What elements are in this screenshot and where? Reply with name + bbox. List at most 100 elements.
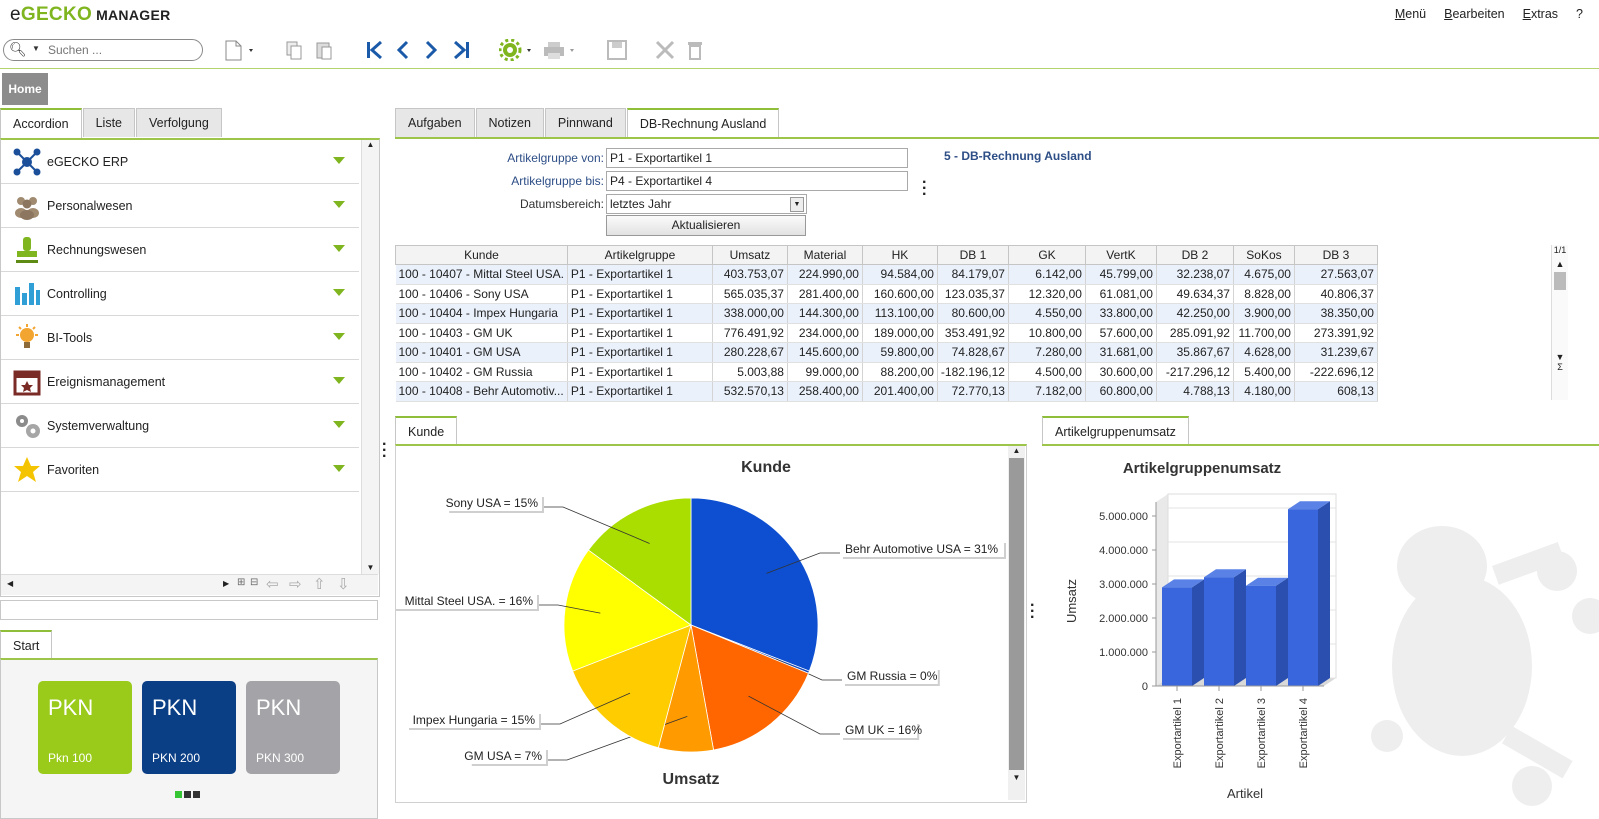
table-cell[interactable]: 94.584,00 <box>862 264 938 285</box>
table-cell[interactable]: 31.239,67 <box>1294 342 1378 363</box>
table-cell[interactable]: 72.770,13 <box>937 381 1009 402</box>
accordion-item-bi-tools[interactable]: BI-Tools <box>1 316 359 360</box>
scroll-up-icon[interactable]: ▲ <box>1012 446 1021 455</box>
table-cell[interactable]: 3.900,00 <box>1233 303 1295 324</box>
table-cell[interactable]: 100 - 10403 - GM UK <box>395 323 568 343</box>
col-kunde[interactable]: Kunde <box>395 245 568 265</box>
scroll-down-icon[interactable]: ▼ <box>1555 352 1565 362</box>
table-cell[interactable]: 353.491,92 <box>937 323 1009 343</box>
accordion-item-egecko-erp[interactable]: eGECKO ERP <box>1 140 359 184</box>
table-cell[interactable]: 31.681,00 <box>1085 342 1157 363</box>
table-cell[interactable]: 4.628,00 <box>1233 342 1295 363</box>
table-cell[interactable]: 11.700,00 <box>1233 323 1295 343</box>
home-button[interactable]: Home <box>2 73 48 105</box>
tile-pkn-300[interactable]: PKN PKN 300 <box>246 681 340 774</box>
tab-kunde[interactable]: Kunde <box>395 416 458 446</box>
artikelgruppe-bis-input[interactable]: P4 - Exportartikel 4 <box>606 171 908 191</box>
table-cell[interactable]: 608,13 <box>1294 381 1378 402</box>
collapse-all-icon[interactable]: ⊟ <box>250 577 259 588</box>
table-cell[interactable]: 532.570,13 <box>712 381 788 402</box>
table-cell[interactable]: -222.696,12 <box>1294 362 1378 382</box>
table-cell[interactable]: 60.800,00 <box>1085 381 1157 402</box>
splitter-handle-icon[interactable]: · · · <box>382 436 388 465</box>
next-record-icon[interactable] <box>422 38 440 62</box>
search-input[interactable] <box>46 42 198 58</box>
table-cell[interactable]: 113.100,00 <box>862 303 938 324</box>
table-cell[interactable]: 100 - 10404 - Impex Hungaria <box>395 303 568 324</box>
search-icon[interactable]: 🔍︎ <box>9 41 27 57</box>
scroll-up-icon[interactable]: ▲ <box>1555 259 1565 269</box>
table-cell[interactable]: 258.400,00 <box>787 381 863 402</box>
page-dot[interactable] <box>193 791 200 798</box>
scroll-thumb[interactable] <box>1009 458 1024 770</box>
accordion-item-ereignismanagement[interactable]: Ereignismanagement <box>1 360 359 404</box>
tab-verfolgung[interactable]: Verfolgung <box>136 108 222 137</box>
accordion-item-rechnungswesen[interactable]: Rechnungswesen <box>1 228 359 272</box>
save-icon[interactable] <box>606 38 628 62</box>
grid-scrollbar[interactable]: 1/1 ▲ ▼ Σ <box>1551 245 1568 400</box>
col-artikelgruppe[interactable]: Artikelgruppe <box>566 245 713 265</box>
table-cell[interactable]: 273.391,92 <box>1294 323 1378 343</box>
menu-extras[interactable]: Extras <box>1522 7 1559 21</box>
expand-arrow-icon[interactable] <box>333 421 345 428</box>
splitter-handle-icon[interactable]: · · · <box>922 174 928 203</box>
tile-pkn-100[interactable]: PKN Pkn 100 <box>38 681 132 774</box>
table-row[interactable]: 100 - 10401 - GM USA P1 - Exportartikel 1… <box>395 342 1378 363</box>
artikelgruppe-von-input[interactable]: P1 - Exportartikel 1 <box>606 148 908 168</box>
search-box[interactable]: 🔍︎ ▼ <box>3 39 203 61</box>
table-cell[interactable]: P1 - Exportartikel 1 <box>567 362 713 382</box>
col-material[interactable]: Material <box>786 245 863 265</box>
bar[interactable] <box>1162 587 1192 686</box>
table-cell[interactable]: P1 - Exportartikel 1 <box>567 381 713 402</box>
table-cell[interactable]: P1 - Exportartikel 1 <box>567 342 713 363</box>
table-cell[interactable]: 224.990,00 <box>787 264 863 285</box>
first-record-icon[interactable] <box>364 38 384 62</box>
table-cell[interactable]: 280.228,67 <box>712 342 788 363</box>
tab-aufgaben[interactable]: Aufgaben <box>395 108 475 137</box>
table-cell[interactable]: 8.828,00 <box>1233 284 1295 304</box>
table-cell[interactable]: 12.320,00 <box>1008 284 1086 304</box>
paste-icon[interactable] <box>314 38 334 62</box>
col-db3[interactable]: DB 3 <box>1293 245 1378 265</box>
tile-pkn-200[interactable]: PKN PKN 200 <box>142 681 236 774</box>
previous-record-icon[interactable] <box>394 38 412 62</box>
expand-arrow-icon[interactable] <box>333 289 345 296</box>
table-cell[interactable]: 4.675,00 <box>1233 264 1295 285</box>
col-vertk[interactable]: VertK <box>1084 245 1157 265</box>
bar[interactable] <box>1288 509 1318 686</box>
delete-trash-icon[interactable] <box>685 38 705 62</box>
table-cell[interactable]: 57.600,00 <box>1085 323 1157 343</box>
table-cell[interactable]: 6.142,00 <box>1008 264 1086 285</box>
table-cell[interactable]: 4.788,13 <box>1156 381 1234 402</box>
pie-slice[interactable] <box>563 549 692 672</box>
last-record-icon[interactable] <box>452 38 472 62</box>
accordion-item-personalwesen[interactable]: Personalwesen <box>1 184 359 228</box>
table-cell[interactable]: 7.182,00 <box>1008 381 1086 402</box>
table-cell[interactable]: 100 - 10402 - GM Russia <box>395 362 568 382</box>
table-cell[interactable]: P1 - Exportartikel 1 <box>567 303 713 324</box>
table-cell[interactable]: 201.400,00 <box>862 381 938 402</box>
table-cell[interactable]: 123.035,37 <box>937 284 1009 304</box>
splitter-handle-icon[interactable]: · · · <box>1030 597 1036 626</box>
sum-icon[interactable]: Σ <box>1557 362 1563 372</box>
table-cell[interactable]: 35.867,67 <box>1156 342 1234 363</box>
settings-gear-icon[interactable] <box>499 38 537 62</box>
expand-arrow-icon[interactable] <box>333 465 345 472</box>
table-cell[interactable]: 285.091,92 <box>1156 323 1234 343</box>
table-cell[interactable]: 27.563,07 <box>1294 264 1378 285</box>
table-cell[interactable]: 45.799,00 <box>1085 264 1157 285</box>
bar[interactable] <box>1246 585 1276 686</box>
col-db2[interactable]: DB 2 <box>1155 245 1234 265</box>
expand-arrow-icon[interactable] <box>333 333 345 340</box>
table-cell[interactable]: 38.350,00 <box>1294 303 1378 324</box>
menu-menu[interactable]: Menü <box>1394 7 1427 21</box>
table-cell[interactable]: 32.238,07 <box>1156 264 1234 285</box>
accordion-item-favoriten[interactable]: Favoriten <box>1 448 359 492</box>
table-cell[interactable]: 100 - 10408 - Behr Automotiv... <box>395 381 568 402</box>
table-cell[interactable]: 74.828,67 <box>937 342 1009 363</box>
table-row[interactable]: 100 - 10408 - Behr Automotiv... P1 - Expo… <box>395 381 1378 402</box>
table-cell[interactable]: -182.196,12 <box>937 362 1009 382</box>
tab-db-rechnung-ausland[interactable]: DB-Rechnung Ausland <box>626 108 780 138</box>
table-cell[interactable]: 5.400,00 <box>1233 362 1295 382</box>
table-cell[interactable]: 80.600,00 <box>937 303 1009 324</box>
